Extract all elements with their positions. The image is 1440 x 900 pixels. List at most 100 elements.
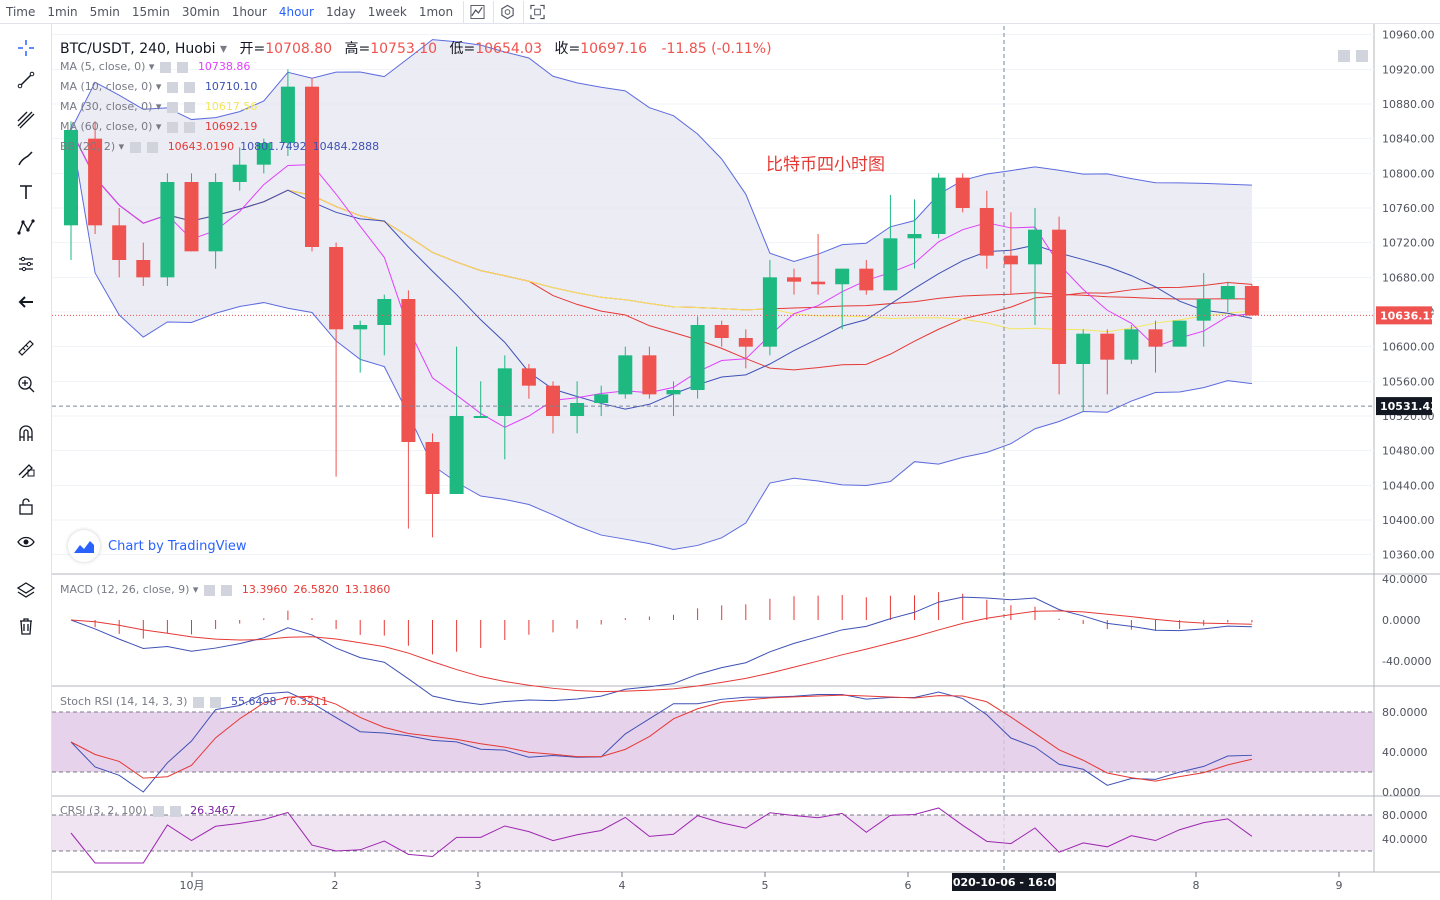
- price-tick-label: 10360.00: [1382, 549, 1435, 562]
- candle-body: [690, 325, 705, 390]
- candle-body: [835, 268, 850, 285]
- ma-legend-2[interactable]: MA (30, close, 0) ▾ 10617.56: [60, 100, 258, 113]
- tradingview-brand[interactable]: Chart by TradingView: [68, 530, 246, 562]
- bb-lower-line: [70, 129, 1252, 550]
- bb-upper-line: [70, 39, 1252, 262]
- chart-title: 比特币四小时图: [766, 155, 885, 175]
- stoch-k-line: [70, 691, 1252, 793]
- settings-icon: [193, 696, 205, 708]
- candle-body: [811, 281, 826, 285]
- close-icon: [169, 805, 181, 817]
- stoch-band: [52, 712, 1374, 772]
- fib-icon[interactable]: [12, 106, 40, 134]
- lock-draw-icon[interactable]: [12, 454, 40, 482]
- price-tick-label: 10600.00: [1382, 341, 1435, 354]
- crsi-band: [52, 815, 1374, 851]
- settings-icon: [167, 81, 179, 93]
- crsi-legend[interactable]: CRSI (3, 2, 100) 26.3467: [60, 804, 236, 817]
- candle-body: [208, 182, 223, 252]
- price-tick-label: 10440.00: [1382, 479, 1435, 492]
- eye-icon[interactable]: [12, 528, 40, 556]
- trend-line-icon[interactable]: [12, 66, 40, 94]
- candle-body: [425, 442, 440, 494]
- price-tick-label: 10760.00: [1382, 202, 1435, 215]
- macd-signal-line: [70, 610, 1252, 693]
- high-value: 10753.10: [370, 41, 438, 57]
- magnet-icon[interactable]: [12, 420, 40, 448]
- time-tick-label: 6: [905, 879, 912, 892]
- ruler-icon[interactable]: [12, 334, 40, 362]
- timeframe-4hour[interactable]: 4hour: [278, 4, 314, 19]
- candle-body: [931, 177, 946, 234]
- time-tick-label: 10月: [180, 879, 205, 892]
- candle-body: [1100, 333, 1115, 360]
- candle-body: [1003, 255, 1018, 265]
- timeframe-1hour[interactable]: 1hour: [231, 4, 267, 19]
- measure-icon[interactable]: [12, 250, 40, 278]
- timeframe-30min[interactable]: 30min: [181, 4, 220, 19]
- last-price-label: 10636.13: [1380, 309, 1438, 322]
- fullscreen-icon[interactable]: [523, 0, 545, 23]
- macd-legend[interactable]: MACD (12, 26, close, 9) ▾ 13.3960 26.5820…: [60, 583, 391, 596]
- candle-body: [473, 416, 488, 418]
- trash-icon[interactable]: [12, 612, 40, 640]
- stoch-legend[interactable]: Stoch RSI (14, 14, 3, 3) 55.6498 76.3211: [60, 695, 328, 708]
- timeframe-15min[interactable]: 15min: [131, 4, 170, 19]
- candle-body: [570, 403, 585, 416]
- timeframe-1mon[interactable]: 1mon: [418, 4, 454, 19]
- timeframe-1min[interactable]: 1min: [47, 4, 78, 19]
- zoom-icon[interactable]: [12, 370, 40, 398]
- timeframe-1day[interactable]: 1day: [325, 4, 356, 19]
- candle-body: [377, 299, 392, 325]
- ma-legend-3[interactable]: MA (60, close, 0) ▾ 10692.19: [60, 120, 258, 133]
- crosshair-price-badge: [1376, 397, 1432, 416]
- candle-body: [64, 130, 78, 226]
- close-icon: [210, 696, 222, 708]
- lock-icon[interactable]: [12, 492, 40, 520]
- timeframe-5min[interactable]: 5min: [89, 4, 120, 19]
- close-icon: [147, 141, 159, 153]
- scroll-up-icon: [1338, 50, 1350, 62]
- price-tick-label: 10720.00: [1382, 237, 1435, 250]
- pattern-icon[interactable]: [12, 214, 40, 242]
- drawing-toolbar: [0, 24, 52, 900]
- symbol-label[interactable]: BTC/USDT, 240, Huobi: [60, 41, 216, 57]
- stoch-tick-label: 40.0000: [1382, 746, 1428, 759]
- crosshair-icon[interactable]: [12, 34, 40, 62]
- ma-legend-1[interactable]: MA (10, close, 0) ▾ 10710.10: [60, 80, 258, 93]
- time-tick-label: 3: [475, 879, 482, 892]
- text-icon[interactable]: [12, 178, 40, 206]
- open-value: 10708.80: [265, 41, 333, 57]
- settings-icon: [167, 121, 179, 133]
- chart-type-icon[interactable]: [463, 0, 485, 23]
- settings-icon: [167, 101, 179, 113]
- price-tick-label: 10880.00: [1382, 98, 1435, 111]
- bollinger-band-fill: [71, 39, 1252, 550]
- ma-legend-0[interactable]: MA (5, close, 0) ▾ 10738.86: [60, 60, 251, 73]
- tradingview-logo-icon: [68, 530, 100, 562]
- stoch-tick-label: 0.0000: [1382, 786, 1421, 799]
- toolbar: Time 1min 5min 15min 30min 1hour 4hour 1day 1wee…: [0, 0, 1440, 24]
- brush-icon[interactable]: [12, 144, 40, 172]
- candle-body: [1172, 320, 1187, 347]
- close-icon: [184, 101, 196, 113]
- crsi-tick-label: 80.0000: [1382, 809, 1428, 822]
- candle-body: [353, 325, 368, 330]
- back-arrow-icon[interactable]: [12, 288, 40, 316]
- candle-body: [546, 385, 560, 416]
- candle-body: [642, 355, 657, 395]
- timeframe-1week[interactable]: 1week: [367, 4, 407, 19]
- candle-body: [1148, 329, 1163, 347]
- settings-icon: [152, 805, 164, 817]
- bb-legend[interactable]: BB (20, 2) ▾ 10643.0190 10801.7492 10484.2…: [60, 140, 380, 153]
- price-tick-label: 10560.00: [1382, 375, 1435, 388]
- candle-body: [449, 416, 464, 494]
- timeframe-time[interactable]: Time: [6, 4, 36, 19]
- price-tick-label: 10960.00: [1382, 29, 1435, 42]
- indicator-icon[interactable]: [493, 0, 515, 23]
- macd-tick-label: 0.0000: [1382, 614, 1421, 627]
- close-icon: [184, 121, 196, 133]
- layers-icon[interactable]: [12, 576, 40, 604]
- settings-icon: [204, 584, 216, 596]
